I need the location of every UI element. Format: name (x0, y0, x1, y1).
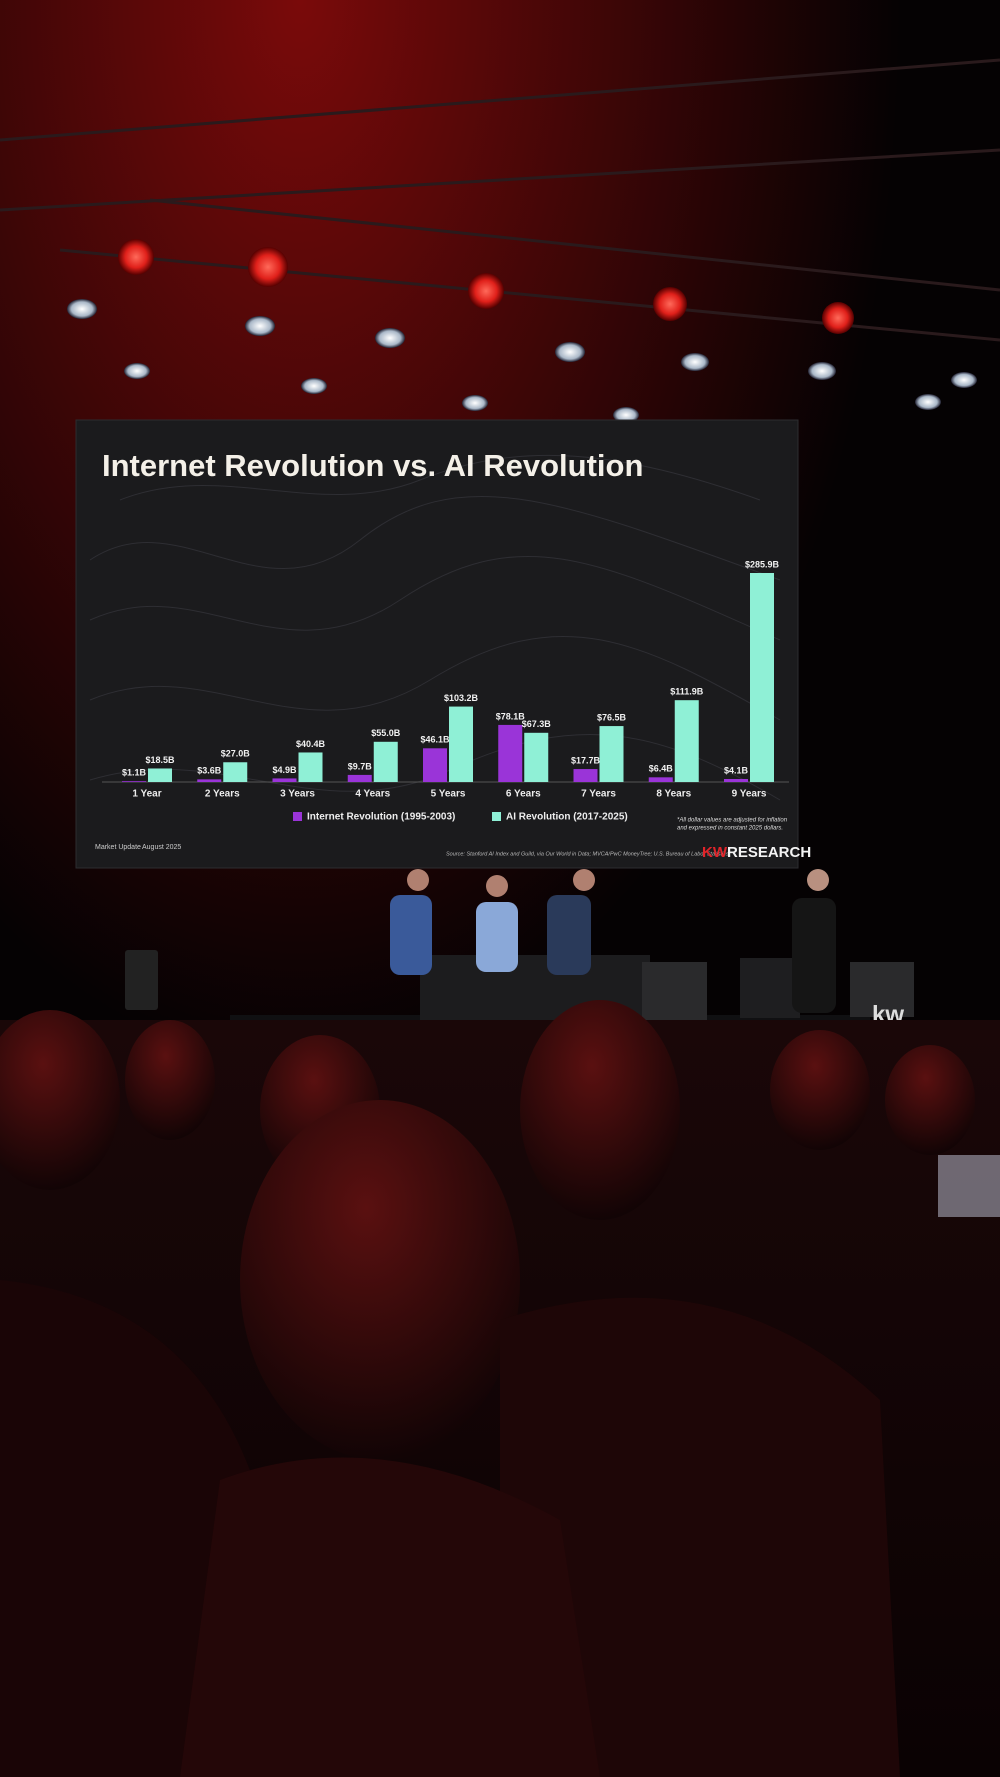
brand-text: RESEARCH (727, 844, 811, 861)
value-label: $285.9B (745, 559, 780, 569)
value-label: $40.4B (296, 739, 326, 749)
source-text: Source: Stanford AI Index and Guild, via… (446, 851, 729, 857)
presentation-screen: Internet Revolution vs. AI Revolution Ma… (75, 419, 811, 869)
bar (272, 778, 297, 782)
bar (573, 769, 598, 782)
value-label: $55.0B (371, 728, 401, 738)
legend-swatch (492, 812, 501, 821)
legend-swatch (293, 812, 302, 821)
footnote: and expressed in constant 2025 dollars. (677, 826, 783, 832)
value-label: $103.2B (444, 693, 479, 703)
bar (498, 724, 523, 782)
x-tick-label: 1 Year (132, 789, 161, 800)
x-tick-label: 7 Years (581, 789, 616, 800)
bar (449, 706, 473, 782)
value-label: $67.3B (522, 719, 552, 729)
x-tick-label: 3 Years (280, 789, 315, 800)
bar (599, 726, 624, 782)
audience (0, 1000, 1000, 1777)
bar (197, 779, 222, 782)
bar (298, 752, 323, 782)
truss (0, 58, 1000, 342)
brand-accent: KW (702, 844, 728, 861)
bar (423, 748, 447, 782)
bar (223, 762, 248, 782)
footer-text: August 2025 (142, 844, 181, 851)
x-tick-label: 2 Years (205, 789, 240, 800)
screen-surface (75, 419, 799, 869)
value-label: $76.5B (597, 712, 627, 722)
legend-label: AI Revolution (2017-2025) (506, 812, 628, 823)
x-tick-label: 4 Years (355, 789, 390, 800)
value-label: $3.6B (197, 766, 222, 776)
value-label: $17.7B (571, 755, 601, 765)
bar (674, 700, 699, 782)
bar (148, 768, 172, 782)
value-label: $27.0B (221, 749, 251, 759)
bar (122, 781, 146, 782)
value-label: $9.7B (348, 761, 373, 771)
stage-lights (67, 239, 977, 440)
bar (373, 741, 398, 782)
footer-text: Market Update (95, 844, 141, 851)
value-label: $78.1B (496, 711, 526, 721)
bar (724, 779, 748, 782)
x-tick-label: 9 Years (732, 789, 767, 800)
value-label: $6.4B (649, 764, 674, 774)
bar (648, 777, 673, 782)
x-tick-label: 5 Years (431, 789, 466, 800)
bar (524, 732, 549, 782)
value-label: $46.1B (420, 735, 450, 745)
value-label: $111.9B (670, 687, 704, 697)
x-tick-label: 6 Years (506, 789, 541, 800)
legend-label: Internet Revolution (1995-2003) (307, 812, 455, 823)
value-label: $18.5B (145, 755, 175, 765)
footnote: *All dollar values are adjusted for infl… (677, 818, 788, 824)
bar (347, 774, 372, 782)
bar (750, 573, 774, 782)
value-label: $1.1B (122, 768, 147, 778)
chart-title: Internet Revolution vs. AI Revolution (102, 448, 643, 483)
value-label: $4.1B (724, 765, 749, 775)
x-tick-label: 8 Years (656, 789, 691, 800)
value-label: $4.9B (272, 765, 297, 775)
